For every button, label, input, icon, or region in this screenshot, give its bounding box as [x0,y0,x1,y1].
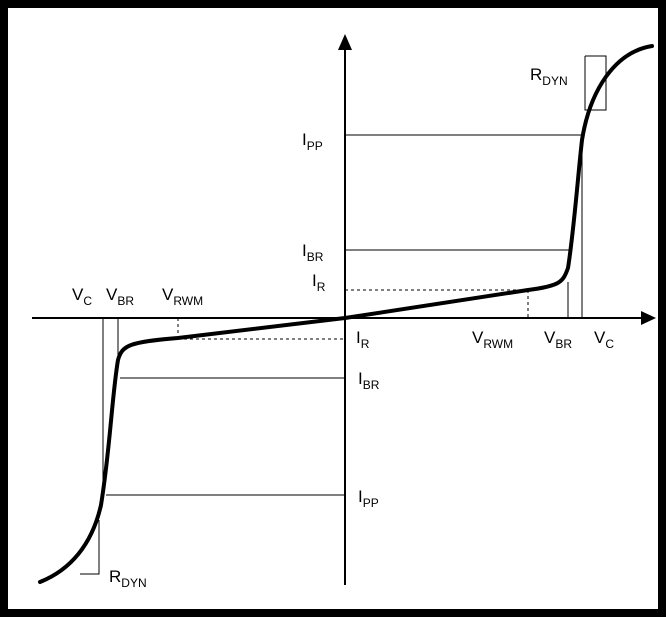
label-ibr-positive: IBR [302,241,324,264]
label-vbr-negative: VBR [106,285,134,308]
rdyn-box-positive [584,55,607,111]
label-rdyn-positive: RDYN [530,65,568,88]
label-vrwm-negative: VRWM [162,285,203,308]
label-vbr-positive: VBR [544,328,572,351]
label-vc-positive: VC [594,328,614,351]
rdyn-box-negative [80,520,100,575]
label-vrwm-positive: VRWM [472,328,513,351]
label-ipp-positive: IPP [302,130,323,153]
label-rdyn-negative: RDYN [109,567,147,590]
x-axis-arrow [641,311,656,325]
iv-curve [38,44,654,584]
label-ipp-negative: IPP [358,487,379,510]
y-axis-arrow [338,34,352,50]
label-ir-positive: IR [312,271,326,294]
label-vc-negative: VC [72,285,92,308]
label-ibr-negative: IBR [358,369,380,392]
label-ir-negative: IR [356,328,370,351]
